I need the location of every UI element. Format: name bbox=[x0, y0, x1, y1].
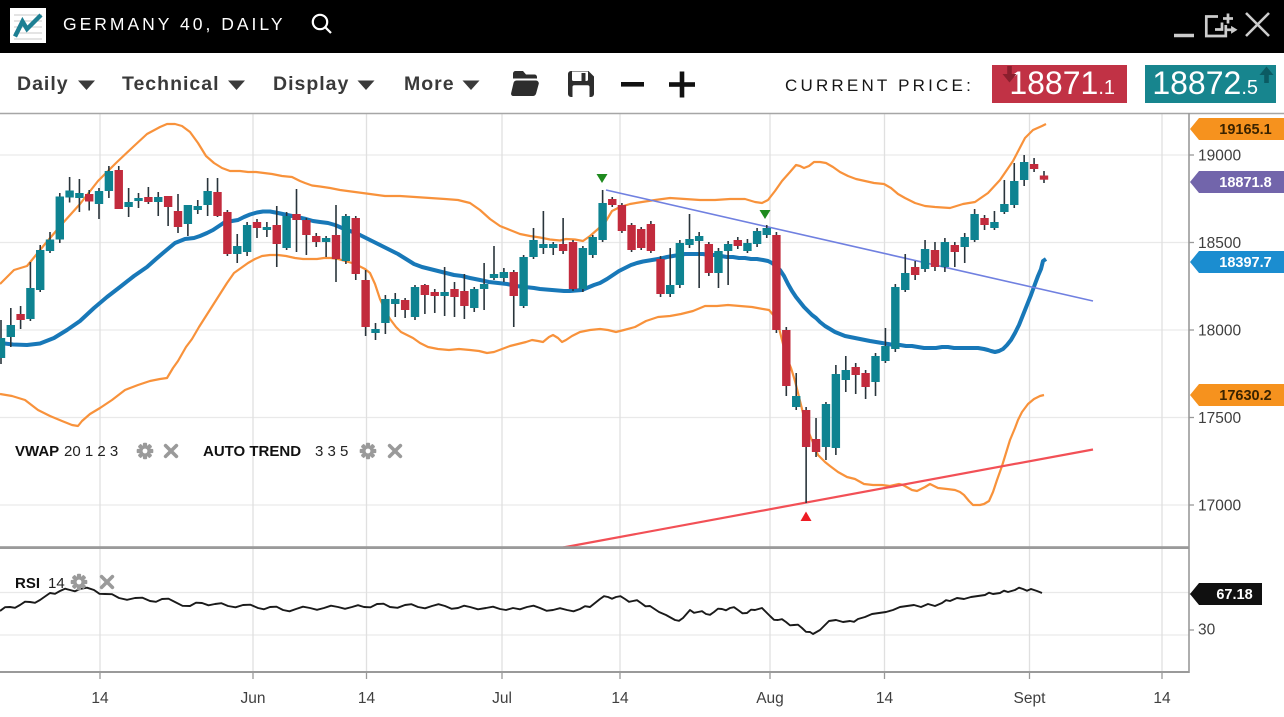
svg-text:30: 30 bbox=[1198, 622, 1216, 639]
svg-text:3 3 5: 3 3 5 bbox=[315, 443, 348, 460]
svg-text:19000: 19000 bbox=[1198, 148, 1241, 165]
svg-text:18397.7: 18397.7 bbox=[1219, 255, 1271, 271]
svg-text:17000: 17000 bbox=[1198, 498, 1241, 515]
svg-text:18500: 18500 bbox=[1198, 235, 1241, 252]
svg-text:Sept: Sept bbox=[1014, 690, 1047, 707]
svg-text:14: 14 bbox=[358, 690, 376, 707]
svg-text:14: 14 bbox=[1153, 690, 1171, 707]
svg-text:18871.8: 18871.8 bbox=[1219, 175, 1271, 191]
svg-text:RSI: RSI bbox=[15, 575, 40, 592]
svg-text:VWAP: VWAP bbox=[15, 443, 59, 460]
svg-text:AUTO TREND: AUTO TREND bbox=[203, 443, 301, 460]
svg-text:17630.2: 17630.2 bbox=[1219, 388, 1271, 404]
svg-text:14: 14 bbox=[876, 690, 894, 707]
svg-text:Jul: Jul bbox=[492, 690, 512, 707]
svg-text:20 1 2 3: 20 1 2 3 bbox=[64, 443, 118, 460]
svg-text:67.18: 67.18 bbox=[1216, 587, 1252, 603]
svg-text:Jun: Jun bbox=[241, 690, 266, 707]
svg-text:14: 14 bbox=[91, 690, 109, 707]
svg-text:14: 14 bbox=[611, 690, 629, 707]
svg-text:19165.1: 19165.1 bbox=[1219, 122, 1271, 138]
svg-text:14: 14 bbox=[48, 575, 65, 592]
svg-text:Aug: Aug bbox=[756, 690, 784, 707]
svg-text:18000: 18000 bbox=[1198, 323, 1241, 340]
svg-text:17500: 17500 bbox=[1198, 410, 1241, 427]
